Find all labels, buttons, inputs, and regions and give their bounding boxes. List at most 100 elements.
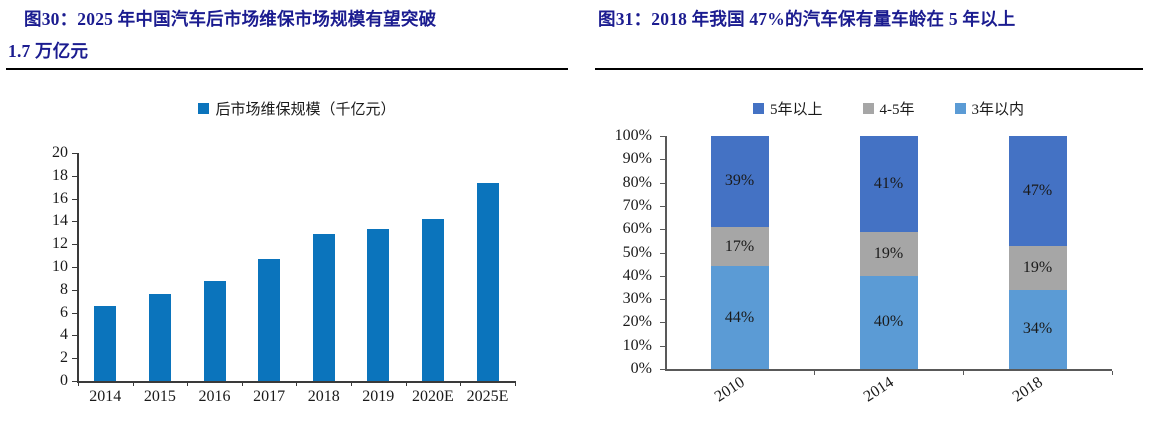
stack-segment-2014-4-5年 — [859, 231, 918, 276]
stack-segment-2018-3年以内 — [1008, 289, 1067, 369]
y-tick-label: 4 — [60, 326, 68, 344]
bar-2018 — [312, 233, 335, 381]
x-tick-label: 2020E — [412, 388, 454, 405]
segment-label: 19% — [1022, 258, 1053, 276]
x-axis-line — [77, 381, 516, 383]
stack-segment-2014-3年以内 — [859, 275, 918, 369]
y-tick-mark — [72, 153, 77, 154]
figure-30-title-underline — [6, 68, 568, 70]
bar-2020E — [421, 219, 444, 381]
x-tick-mark — [514, 382, 516, 386]
x-tick-mark — [963, 371, 964, 375]
legend-item: 后市场维保规模（千亿元） — [198, 98, 396, 119]
y-tick-label: 100% — [614, 127, 652, 144]
bar-2017 — [258, 259, 281, 381]
x-tick-label: 2025E — [466, 388, 509, 405]
x-tick-mark — [405, 382, 407, 386]
y-tick-label: 20% — [622, 313, 652, 331]
y-tick-mark — [72, 198, 77, 200]
y-tick-label: 70% — [622, 196, 652, 214]
x-axis-line — [665, 369, 1112, 371]
x-tick-mark — [132, 382, 134, 386]
y-tick-mark — [72, 267, 77, 268]
aftermarket-scale-bar-chart: 后市场维保规模（千亿元） 0 2 4 6 8 10 12 14 16 18 20 2014 2015 201… — [0, 72, 575, 430]
legend-item: 3年以内 — [954, 98, 1025, 119]
stack-segment-2018-4-5年 — [1008, 245, 1067, 290]
x-tick-label: 2019 — [362, 388, 395, 405]
segment-label: 44% — [724, 308, 755, 326]
bar-2015 — [148, 294, 171, 381]
bar-2016 — [203, 280, 226, 381]
stack-segment-2010-5年以上 — [710, 136, 769, 227]
y-tick-mark — [660, 136, 665, 137]
x-tick-mark — [241, 382, 243, 386]
legend-label: 4-5年 — [879, 102, 915, 118]
segment-label: 40% — [873, 313, 904, 331]
bar-2014 — [94, 305, 117, 381]
figure-30-title-line2: 1.7 万亿元 — [8, 41, 89, 61]
x-tick-mark — [814, 371, 815, 375]
y-tick-label: 0 — [60, 372, 68, 389]
y-tick-mark — [72, 312, 77, 314]
y-tick-mark — [72, 221, 77, 223]
legend-label: 3年以内 — [971, 102, 1025, 118]
y-tick-label: 50% — [622, 243, 652, 261]
y-tick-mark — [660, 275, 665, 277]
chart-legend: 后市场维保规模（千亿元） — [77, 98, 517, 119]
y-tick-label: 20 — [52, 144, 68, 161]
segment-label: 47% — [1022, 181, 1053, 199]
y-tick-label: 12 — [52, 235, 68, 253]
segment-label: 39% — [724, 172, 755, 190]
legend-label: 5年以上 — [769, 102, 823, 118]
y-tick-mark — [660, 252, 665, 254]
y-tick-label: 0% — [630, 360, 652, 377]
segment-label: 19% — [873, 244, 904, 262]
x-tick-mark — [351, 382, 352, 386]
y-tick-mark — [72, 175, 77, 177]
y-tick-label: 2 — [60, 349, 68, 367]
y-tick-label: 30% — [622, 290, 652, 308]
x-tick-mark — [78, 382, 79, 386]
y-tick-mark — [660, 369, 665, 370]
legend-item: 4-5年 — [862, 98, 915, 119]
x-tick-label: 2017 — [253, 388, 286, 405]
y-tick-mark — [72, 244, 77, 246]
legend-swatch-icon — [954, 103, 966, 114]
y-tick-mark — [72, 358, 77, 360]
segment-label: 34% — [1022, 320, 1053, 338]
y-tick-label: 60% — [622, 220, 652, 238]
y-tick-mark — [660, 159, 665, 161]
y-axis-line — [665, 136, 667, 370]
x-tick-label: 2018 — [307, 388, 340, 405]
y-tick-mark — [72, 381, 77, 382]
y-tick-mark — [660, 229, 665, 231]
y-tick-label: 10% — [622, 336, 652, 354]
y-tick-label: 6 — [60, 303, 68, 321]
x-tick-mark — [187, 382, 189, 386]
x-tick-label: 2014 — [89, 388, 122, 405]
segment-label: 17% — [724, 237, 755, 255]
y-tick-label: 16 — [52, 189, 68, 207]
y-tick-label: 10 — [52, 258, 68, 275]
y-tick-mark — [660, 322, 665, 324]
figure-30-title: 图30：2025 年中国汽车后市场维保市场规模有望突破 1.7 万亿元 — [8, 3, 564, 67]
x-tick-label: 2016 — [198, 388, 231, 405]
figure-31-title-underline — [595, 68, 1143, 70]
x-tick-mark — [296, 382, 298, 386]
legend-swatch-icon — [198, 103, 210, 114]
y-tick-label: 8 — [60, 280, 68, 298]
y-axis-line — [77, 153, 79, 382]
stack-segment-2010-3年以内 — [710, 266, 769, 369]
legend-swatch-icon — [752, 103, 764, 114]
figure-30-title-line1: 图30：2025 年中国汽车后市场维保市场规模有望突破 — [24, 9, 437, 29]
y-tick-label: 14 — [52, 212, 68, 230]
x-tick-label: 2015 — [143, 388, 176, 405]
stack-segment-2014-5年以上 — [859, 136, 918, 232]
chart-legend: 5年以上 4-5年 3年以内 — [665, 98, 1112, 119]
legend-label: 后市场维保规模（千亿元） — [215, 102, 396, 118]
y-tick-label: 90% — [622, 150, 652, 168]
car-age-stacked-bar-chart: 5年以上 4-5年 3年以内 0% 10% 20% 30% 40% 50% 60% 70% 80% 90… — [595, 72, 1149, 430]
y-tick-mark — [660, 299, 665, 301]
y-tick-mark — [72, 289, 77, 291]
